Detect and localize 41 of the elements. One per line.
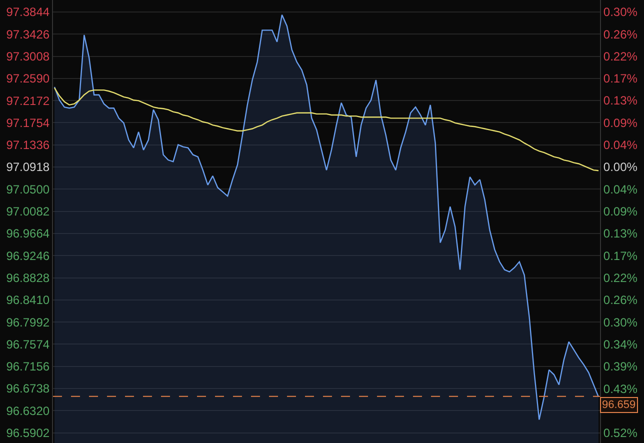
y2-tick-label: 0.43% — [603, 382, 638, 396]
y2-tick-label: 0.04% — [603, 138, 638, 152]
y2-tick-label: 0.30% — [603, 315, 638, 330]
y-tick-label: 96.6320 — [6, 404, 50, 418]
y2-tick-label: 0.22% — [603, 270, 638, 285]
y2-tick-label: 0.09% — [603, 204, 638, 219]
y-tick-label: 96.7156 — [6, 360, 50, 374]
y2-tick-label: 0.09% — [603, 116, 638, 130]
y-tick-label: 97.0082 — [6, 204, 50, 219]
y-tick-label: 96.7574 — [6, 337, 50, 352]
y-tick-label: 97.1336 — [6, 138, 50, 152]
y-tick-label: 97.0500 — [6, 182, 50, 196]
y-tick-label: 96.6738 — [6, 382, 50, 396]
y2-tick-label: 0.04% — [603, 182, 638, 196]
y2-tick-label: 0.34% — [603, 337, 638, 352]
y-tick-label: 96.5902 — [6, 426, 50, 440]
y-tick-label: 96.8410 — [6, 293, 50, 308]
line-series — [54, 87, 600, 172]
y2-tick-label: 0.17% — [603, 248, 638, 263]
y2-tick-label: 0.26% — [603, 293, 638, 308]
y2-tick-label: 0.22% — [603, 49, 638, 64]
y-tick-label: 97.0918 — [6, 160, 50, 174]
y2-tick-label: 0.17% — [603, 72, 638, 86]
ref-line-label: 96.659 — [602, 399, 636, 411]
y2-tick-label: 0.00% — [603, 160, 638, 174]
y-tick-label: 97.3008 — [6, 49, 50, 64]
y2-tick-label: 0.39% — [603, 360, 638, 374]
y2-tick-label: 0.13% — [603, 94, 638, 108]
y-tick-label: 96.9246 — [6, 248, 50, 263]
y2-tick-label: 0.13% — [603, 226, 638, 241]
y2-tick-label: 0.26% — [603, 27, 638, 42]
y-tick-label: 97.2590 — [6, 72, 50, 86]
y-tick-label: 97.2172 — [6, 94, 50, 108]
y-tick-label: 96.9664 — [6, 226, 50, 241]
y2-tick-label: 0.52% — [603, 426, 638, 440]
y-tick-label: 96.8828 — [6, 270, 50, 285]
y-tick-label: 97.3426 — [6, 27, 50, 42]
y2-tick-label: 0.30% — [603, 5, 638, 20]
y-tick-label: 96.7992 — [6, 315, 50, 330]
y-tick-label: 97.1754 — [6, 116, 50, 130]
y-tick-label: 97.3844 — [6, 5, 50, 20]
